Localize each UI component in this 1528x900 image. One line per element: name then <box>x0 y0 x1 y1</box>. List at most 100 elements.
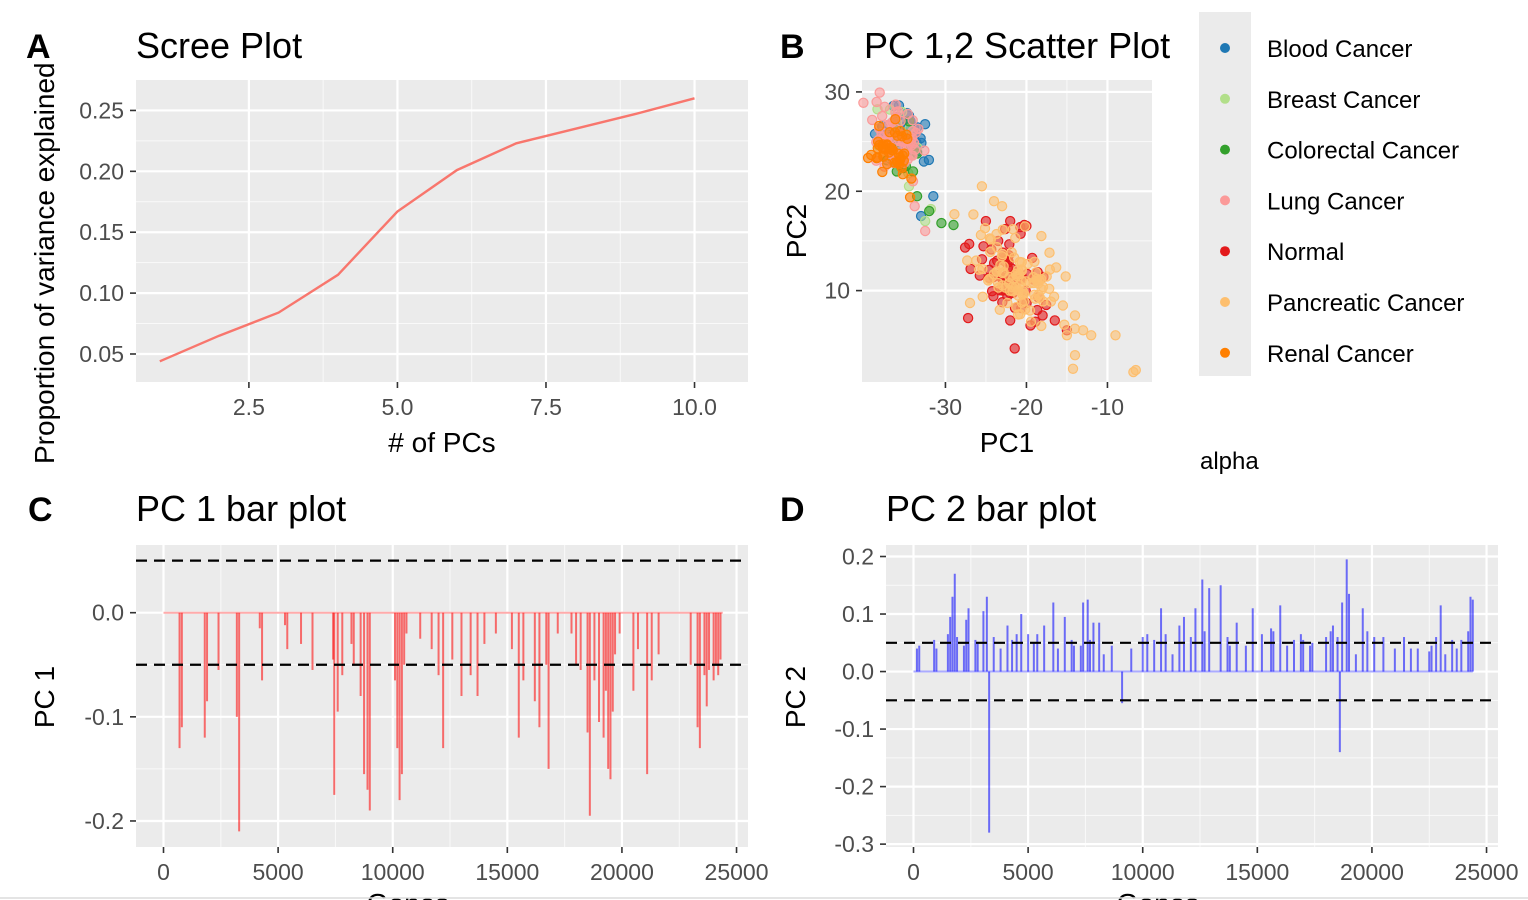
lung-cancer-point <box>907 115 918 126</box>
y-tick-label: 0.05 <box>79 341 124 367</box>
pancreatic-cancer-point <box>1128 366 1139 378</box>
panel-c-plot-area <box>136 545 748 847</box>
lung-cancer-point <box>858 97 869 109</box>
pancreatic-cancer-point <box>1036 230 1047 242</box>
legend-label-blood-cancer: Blood Cancer <box>1267 36 1412 63</box>
renal-cancer-point <box>897 168 909 180</box>
y-tick-label: 20 <box>824 178 850 204</box>
y-tick-label: 0.20 <box>79 158 124 184</box>
lung-cancer-point <box>920 225 931 237</box>
pancreatic-cancer-point <box>991 266 1002 277</box>
panel-a-x-axis: 2.5 5.0 7.5 10.0 <box>233 382 717 420</box>
panel-c-title: PC 1 bar plot <box>136 488 346 529</box>
y-tick-label: 0.25 <box>79 97 124 123</box>
pancreatic-cancer-point <box>1007 223 1019 235</box>
panel-d-x-label: Genes <box>1117 888 1200 900</box>
pancreatic-cancer-point <box>985 234 997 245</box>
renal-cancer-point <box>890 113 901 125</box>
lung-cancer-point <box>919 145 930 156</box>
pancreatic-cancer-point <box>1057 300 1069 311</box>
pancreatic-cancer-point <box>977 291 988 302</box>
legend-key-normal <box>1220 246 1230 257</box>
legend-label-renal-cancer: Renal Cancer <box>1267 341 1414 368</box>
normal-point <box>1037 310 1048 321</box>
panel-a-y-label-clip: Proportion of variance explained <box>29 62 60 464</box>
panel-d: D PC 2 bar plot 0 5000 10000 15000 20000 2500… <box>780 488 1519 900</box>
legend-key-lung-cancer <box>1220 195 1230 206</box>
x-tick-label: 20000 <box>590 859 654 885</box>
lung-cancer-point <box>879 101 890 113</box>
panel-c-x-axis: 0 5000 10000 15000 20000 25000 <box>157 847 769 885</box>
pancreatic-cancer-point <box>962 255 973 266</box>
pancreatic-cancer-point <box>984 273 995 285</box>
y-tick-label: 0.2 <box>842 544 874 570</box>
y-tick-label: -0.2 <box>84 808 124 834</box>
pancreatic-cancer-point <box>1034 292 1046 303</box>
panel-d-y-label: PC 2 <box>780 666 811 728</box>
blood-cancer-point <box>928 190 939 202</box>
renal-cancer-point <box>874 139 885 151</box>
legend-label-lung-cancer: Lung Cancer <box>1267 188 1404 215</box>
lung-cancer-point <box>910 127 922 138</box>
x-tick-label: 15000 <box>475 859 539 885</box>
y-tick-label: 0.1 <box>842 601 874 627</box>
renal-cancer-point <box>862 152 874 164</box>
panel-a-y-label: Proportion of variance explained <box>29 62 60 464</box>
pancreatic-cancer-point <box>996 200 1008 212</box>
x-tick-label: 10.0 <box>672 394 717 420</box>
x-tick-label: 7.5 <box>530 394 562 420</box>
pancreatic-cancer-point <box>1024 305 1036 316</box>
panel-c-y-label: PC 1 <box>29 666 60 728</box>
legend-key-blood-cancer <box>1220 43 1230 53</box>
pancreatic-cancer-point <box>1006 247 1017 258</box>
breast-cancer-point <box>920 215 931 227</box>
legend-alpha-title: alpha <box>1200 448 1259 475</box>
panel-a-title: Scree Plot <box>136 25 302 66</box>
y-tick-label: 0.15 <box>79 219 124 245</box>
panel-c-y-axis: 0.0 -0.1 -0.2 <box>84 600 136 834</box>
pancreatic-cancer-point <box>1067 363 1079 374</box>
x-tick-label: -10 <box>1091 394 1124 420</box>
pancreatic-cancer-point <box>994 304 1006 315</box>
normal-point <box>1049 315 1061 326</box>
legend-key-background <box>1199 12 1251 376</box>
pancreatic-cancer-point <box>1041 271 1052 282</box>
pancreatic-cancer-point <box>1016 265 1028 276</box>
pancreatic-cancer-point <box>1050 262 1062 273</box>
y-tick-label: 0.0 <box>92 600 124 626</box>
legend-label-normal: Normal <box>1267 239 1344 266</box>
normal-point <box>962 312 974 324</box>
panel-a-tag: A <box>26 28 51 66</box>
x-tick-label: 5000 <box>253 859 304 885</box>
legend-key-colorectal-cancer <box>1220 144 1230 155</box>
pancreatic-cancer-point <box>1077 325 1089 336</box>
pancreatic-cancer-point <box>1019 221 1031 232</box>
pancreatic-cancer-point <box>988 195 1000 207</box>
legend-key-pancreatic-cancer <box>1220 297 1230 307</box>
pancreatic-cancer-point <box>1061 330 1073 341</box>
legend-key-renal-cancer <box>1220 347 1230 358</box>
pancreatic-cancer-point <box>1085 330 1097 341</box>
panel-b-tag: B <box>780 28 805 66</box>
pancreatic-cancer-point <box>1025 316 1037 327</box>
colorectal-cancer-point <box>936 217 947 229</box>
pancreatic-cancer-point <box>1059 319 1070 330</box>
panel-c-x-label: Genes <box>367 888 450 900</box>
pancreatic-cancer-point <box>1069 310 1081 321</box>
legend-items: Blood Cancer Breast Cancer Colorectal Canc… <box>1220 36 1464 368</box>
panel-b-x-axis: -30 -20 -10 <box>929 382 1124 420</box>
renal-cancer-point <box>894 151 906 163</box>
legend: Blood Cancer Breast Cancer Colorectal Canc… <box>1199 12 1464 475</box>
panel-a-gridlines <box>136 80 748 382</box>
x-tick-label: 0 <box>157 859 170 885</box>
panel-a-y-axis: 0.05 0.10 0.15 0.20 0.25 <box>79 97 136 367</box>
legend-label-pancreatic-cancer: Pancreatic Cancer <box>1267 290 1464 317</box>
y-tick-label: 0.0 <box>842 659 874 685</box>
x-tick-label: -20 <box>1010 394 1043 420</box>
scree-line <box>159 97 695 363</box>
panel-c-tag: C <box>28 491 53 529</box>
y-tick-label: -0.1 <box>834 716 874 742</box>
panel-b: B PC 1,2 Scatter Plot -30 -20 -10 10 20 30 P… <box>780 25 1170 458</box>
pancreatic-cancer-point <box>964 297 976 309</box>
lung-cancer-point <box>871 96 882 108</box>
